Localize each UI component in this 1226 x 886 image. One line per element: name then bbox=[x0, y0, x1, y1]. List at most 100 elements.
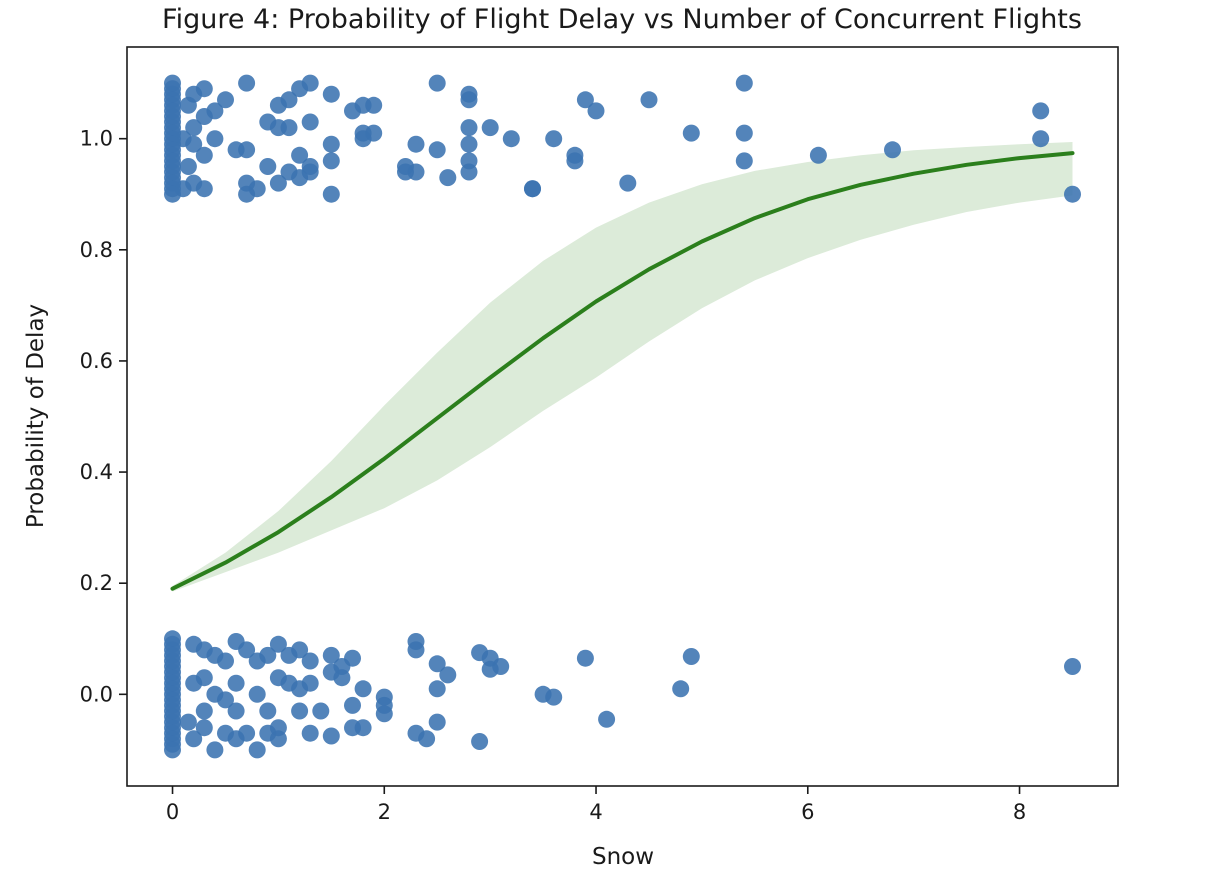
scatter-point bbox=[460, 163, 478, 181]
scatter-point bbox=[280, 119, 298, 137]
scatter-point bbox=[238, 141, 256, 159]
scatter-point bbox=[164, 185, 181, 203]
scatter-point bbox=[460, 135, 478, 153]
scatter-point bbox=[238, 641, 256, 659]
scatter-point bbox=[217, 691, 234, 709]
scatter-point bbox=[439, 169, 457, 187]
y-tick-label: 0.6 bbox=[80, 349, 113, 373]
scatter-point bbox=[481, 119, 499, 137]
scatter-point bbox=[238, 724, 256, 742]
scatter-point bbox=[375, 696, 393, 714]
scatter-point bbox=[322, 152, 340, 170]
scatter-point bbox=[312, 702, 330, 720]
scatter-point bbox=[884, 141, 901, 159]
scatter-point bbox=[238, 74, 256, 92]
scatter-point bbox=[248, 180, 266, 198]
x-tick-label: 8 bbox=[1013, 800, 1026, 824]
scatter-point bbox=[301, 724, 319, 742]
scatter-point bbox=[492, 658, 510, 675]
x-tick-label: 2 bbox=[378, 800, 391, 824]
scatter-point bbox=[259, 158, 277, 175]
scatter-point bbox=[280, 91, 298, 109]
scatter-point bbox=[428, 680, 446, 698]
scatter-point bbox=[179, 713, 197, 731]
scatter-point bbox=[682, 124, 700, 142]
y-tick-label: 0.2 bbox=[80, 571, 113, 595]
scatter-point bbox=[354, 719, 372, 737]
scatter-point bbox=[344, 696, 361, 714]
y-tick-label: 1.0 bbox=[80, 127, 113, 151]
scatter-point bbox=[322, 185, 340, 203]
scatter-point bbox=[672, 680, 690, 698]
scatter-point bbox=[1032, 130, 1050, 148]
scatter-point bbox=[460, 119, 478, 137]
scatter-point bbox=[227, 702, 245, 720]
scatter-point bbox=[217, 652, 234, 670]
scatter-point bbox=[365, 96, 383, 114]
scatter-point bbox=[206, 130, 224, 148]
x-axis-label: Snow bbox=[592, 844, 654, 870]
scatter-point bbox=[587, 102, 605, 120]
x-tick-label: 4 bbox=[589, 800, 602, 824]
scatter-point bbox=[809, 146, 827, 164]
scatter-point bbox=[195, 180, 213, 198]
scatter-point bbox=[576, 91, 594, 109]
y-tick-label: 0.8 bbox=[80, 238, 113, 262]
scatter-point bbox=[428, 141, 446, 159]
plot-area bbox=[126, 46, 1119, 787]
scatter-point bbox=[1064, 185, 1081, 203]
scatter-point bbox=[407, 135, 425, 153]
scatter-point bbox=[407, 641, 425, 659]
scatter-point bbox=[301, 163, 319, 181]
scatter-point bbox=[259, 702, 277, 720]
scatter-point bbox=[735, 152, 753, 170]
scatter-point bbox=[269, 635, 287, 653]
scatter-point bbox=[291, 146, 309, 164]
scatter-point bbox=[248, 741, 266, 759]
scatter-point bbox=[545, 130, 563, 148]
scatter-point bbox=[248, 685, 266, 703]
scatter-point bbox=[576, 649, 594, 667]
scatter-point bbox=[682, 648, 700, 665]
regression-curve bbox=[170, 151, 1075, 591]
scatter-point bbox=[301, 113, 319, 131]
scatter-point bbox=[524, 180, 541, 198]
scatter-point bbox=[322, 727, 340, 745]
y-tick-label: 0.4 bbox=[80, 460, 113, 484]
confidence-band-layer bbox=[172, 142, 1073, 592]
scatter-point bbox=[333, 669, 351, 687]
scatter-point bbox=[428, 655, 446, 673]
scatter-point bbox=[735, 74, 753, 92]
scatter-point bbox=[428, 713, 446, 731]
scatter-point bbox=[259, 646, 277, 664]
scatter-point bbox=[301, 74, 319, 92]
confidence-band bbox=[172, 142, 1073, 592]
scatter-point bbox=[206, 741, 224, 759]
scatter-point bbox=[428, 74, 446, 92]
scatter-point bbox=[1032, 102, 1050, 120]
scatter-point bbox=[195, 108, 213, 125]
scatter-point bbox=[269, 719, 287, 737]
scatter-point bbox=[344, 649, 361, 667]
scatter-point bbox=[185, 730, 203, 748]
scatter-point bbox=[407, 163, 425, 181]
scatter-point bbox=[502, 130, 520, 148]
x-tick-label: 0 bbox=[166, 800, 179, 824]
scatter-point bbox=[217, 91, 234, 109]
scatter-point bbox=[735, 124, 753, 142]
scatter-point bbox=[418, 730, 436, 748]
x-tick-label: 6 bbox=[801, 800, 814, 824]
scatter-point bbox=[439, 666, 457, 684]
scatter-point bbox=[301, 674, 319, 692]
scatter-point bbox=[471, 733, 489, 750]
scatter-point bbox=[291, 641, 309, 659]
y-tick-label: 0.0 bbox=[80, 682, 113, 706]
x-axis-ticks: 0 2 4 6 8 bbox=[166, 786, 1026, 824]
scatter-point bbox=[195, 702, 213, 720]
y-axis-label: Probability of Delay bbox=[23, 304, 49, 528]
scatter-point bbox=[545, 688, 563, 706]
scatter-point bbox=[322, 135, 340, 153]
scatter-point bbox=[227, 674, 245, 692]
scatter-point bbox=[301, 652, 319, 670]
